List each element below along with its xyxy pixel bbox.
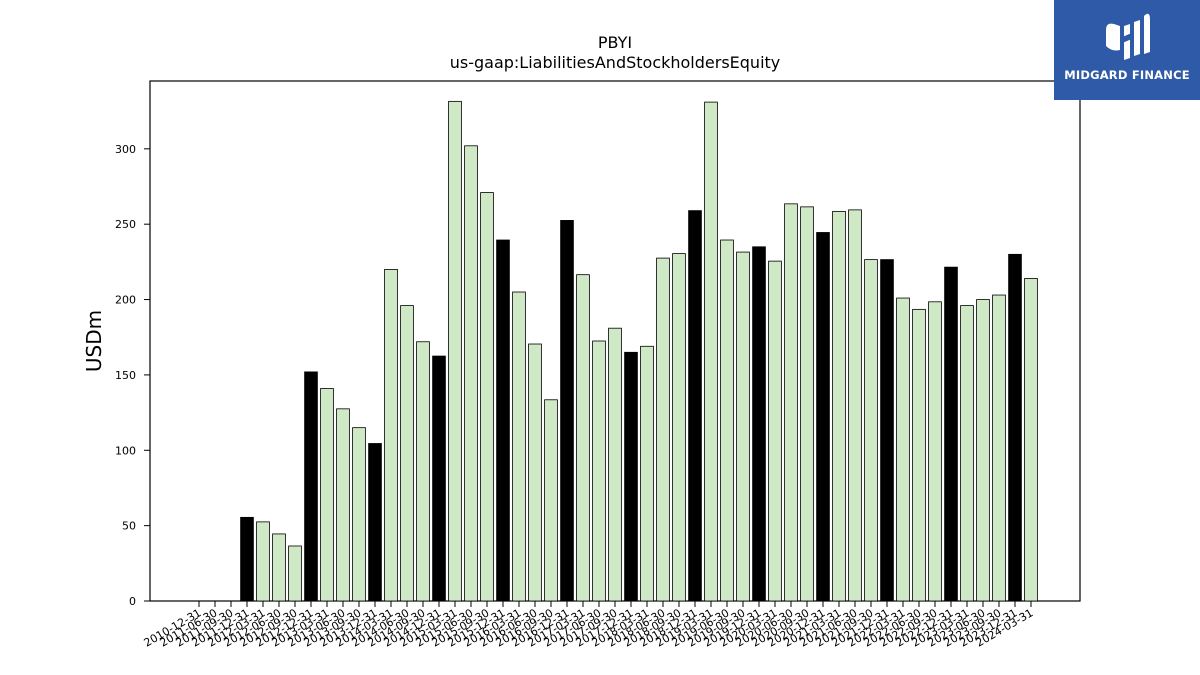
bar-2013-09-30	[352, 427, 366, 602]
bar-2021-12-31	[880, 259, 894, 602]
bar-2024-03-31	[1024, 278, 1038, 602]
bar-2023-12-31	[1008, 253, 1022, 602]
bar-2014-03-31	[384, 269, 398, 602]
bars-group	[240, 100, 1038, 602]
bar-2014-09-30	[416, 341, 430, 602]
bar-2016-12-31	[560, 220, 574, 602]
bar-2020-09-30	[800, 206, 814, 602]
bar-2019-03-31	[704, 101, 718, 602]
y-tick-label: 0	[129, 595, 136, 608]
x-axis-ticks: 2010-12-312011-06-302011-09-302011-12-31…	[142, 601, 1036, 650]
bar-2021-09-30	[864, 259, 878, 602]
bar-2013-12-31	[368, 443, 382, 602]
bar-2018-12-31	[688, 210, 702, 602]
bar-2017-06-30	[592, 340, 606, 602]
y-axis-label: USDm	[82, 310, 106, 372]
bar-2016-03-31	[512, 291, 526, 602]
bar-2015-03-31	[448, 100, 462, 602]
bar-2019-06-30	[720, 239, 734, 602]
chart-subtitle: us-gaap:LiabilitiesAndStockholdersEquity	[450, 53, 781, 72]
bar-2015-06-30	[464, 145, 478, 602]
brand-logo: MIDGARD FINANCE	[1054, 0, 1200, 100]
y-tick-label: 150	[115, 369, 136, 382]
bar-2014-12-31	[432, 355, 446, 602]
bar-2014-06-30	[400, 305, 414, 602]
bar-2022-12-31	[944, 266, 958, 602]
bar-2019-12-31	[752, 246, 766, 602]
y-axis-ticks: 0 50 100 150 200 250 300	[115, 143, 150, 608]
chart-title: PBYI	[598, 33, 632, 52]
bar-2022-03-31	[896, 297, 910, 602]
bar-2012-12-31	[304, 371, 318, 602]
bar-2015-12-31	[496, 239, 510, 602]
bar-2022-09-30	[928, 301, 942, 602]
y-tick-label: 100	[115, 444, 136, 457]
bar-2018-03-31	[640, 345, 654, 602]
bar-2023-09-30	[992, 294, 1006, 602]
bar-2022-06-30	[912, 308, 926, 602]
bar-2020-06-30	[784, 203, 798, 602]
bar-2017-03-31	[576, 274, 590, 602]
bar-2020-03-31	[768, 260, 782, 602]
bar-2015-09-30	[480, 192, 494, 602]
bar-2012-06-30	[272, 533, 286, 602]
bar-2020-12-31	[816, 232, 830, 602]
bar-2016-09-30	[544, 399, 558, 602]
y-tick-label: 50	[122, 520, 136, 533]
bar-2017-12-31	[624, 351, 638, 602]
logo-text: MIDGARD FINANCE	[1064, 68, 1190, 82]
bar-2019-09-30	[736, 251, 750, 602]
bar-2023-06-30	[976, 299, 990, 602]
bar-2018-06-30	[656, 257, 670, 602]
bar-2018-09-30	[672, 253, 686, 602]
bar-2016-06-30	[528, 343, 542, 602]
bar-2013-03-31	[320, 388, 334, 602]
y-tick-label: 300	[115, 143, 136, 156]
bar-2011-12-31	[240, 516, 254, 602]
bar-2021-03-31	[832, 210, 846, 602]
bar-2012-09-30	[288, 545, 302, 602]
y-tick-label: 200	[115, 294, 136, 307]
bar-2021-06-30	[848, 209, 862, 602]
bar-2023-03-31	[960, 305, 974, 602]
logo-mark-icon	[1106, 13, 1150, 60]
bar-2012-03-31	[256, 521, 270, 602]
bar-2017-09-30	[608, 327, 622, 602]
bar-2013-06-30	[336, 408, 350, 602]
y-tick-label: 250	[115, 218, 136, 231]
